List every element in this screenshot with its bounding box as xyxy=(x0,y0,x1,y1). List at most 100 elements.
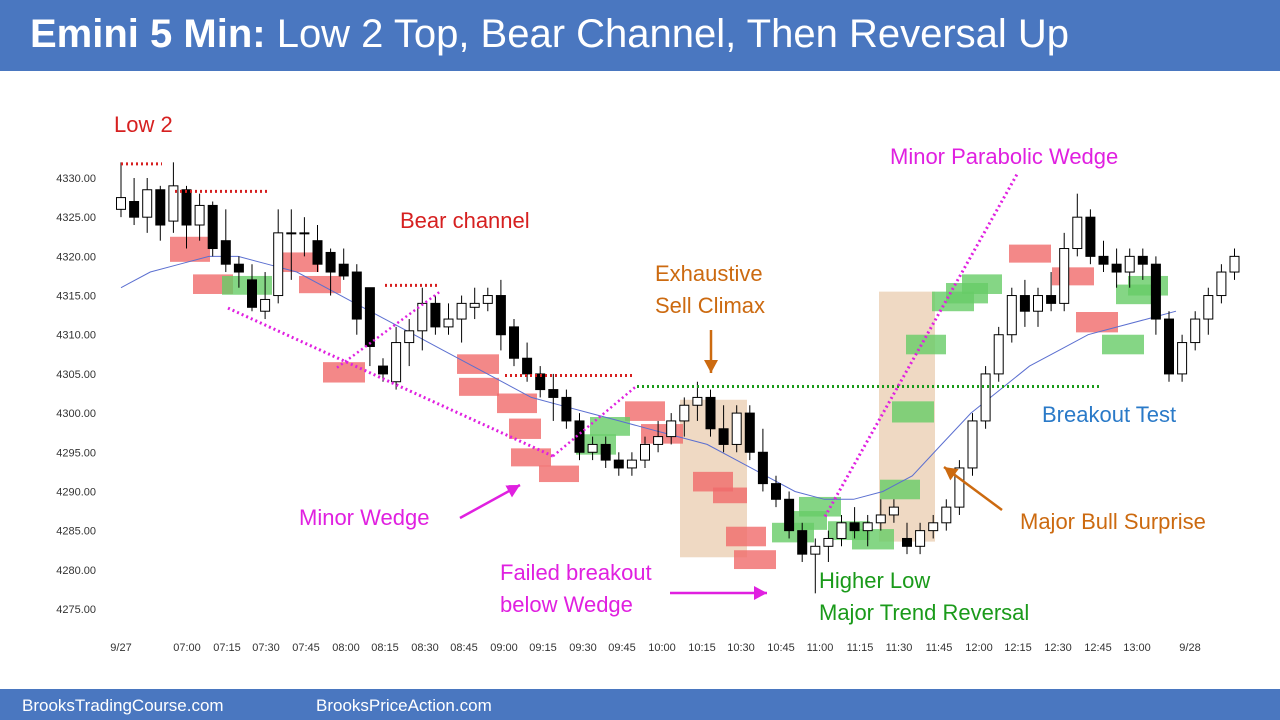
bull-signal-box xyxy=(962,274,1002,294)
bear-signal-box xyxy=(713,487,747,504)
candle-body xyxy=(1177,342,1188,375)
candle-body xyxy=(862,522,873,532)
candle-body xyxy=(220,240,231,265)
candle-body xyxy=(194,204,205,226)
candle-body xyxy=(1203,295,1214,320)
y-tick-label: 4310.00 xyxy=(56,330,96,342)
candle-body xyxy=(1059,248,1070,304)
bull-signal-box xyxy=(892,401,934,423)
candle-body xyxy=(351,271,362,320)
candle-body xyxy=(666,420,677,438)
candle-body xyxy=(338,263,349,277)
candle-body xyxy=(364,287,375,347)
bear-signal-box xyxy=(497,393,537,414)
x-tick-label: 07:15 xyxy=(213,642,241,654)
y-tick-label: 4330.00 xyxy=(56,173,96,185)
candle-body xyxy=(142,189,153,218)
footer-link-brookstradingcourse[interactable]: BrooksTradingCourse.com xyxy=(22,696,224,715)
candle-body xyxy=(902,537,912,547)
bear-signal-box xyxy=(1076,312,1118,333)
bull-signal-box xyxy=(590,417,630,436)
title-bar: Emini 5 Min: Low 2 Top, Bear Channel, Th… xyxy=(0,0,1280,71)
x-tick-label: 07:45 xyxy=(292,642,320,654)
bear-channel-label: Bear channel xyxy=(400,208,530,233)
major-bull-surprise-label: Major Bull Surprise xyxy=(1020,509,1206,534)
minor-parabolic-wedge-label: Minor Parabolic Wedge xyxy=(890,144,1119,169)
bear-signal-box xyxy=(726,526,766,547)
bear-signal-box xyxy=(734,550,776,570)
bear-signal-box xyxy=(459,377,499,396)
title-bold: Emini 5 Min: xyxy=(30,12,266,56)
candle-body xyxy=(312,240,323,265)
candle-body xyxy=(849,522,860,532)
candle-body xyxy=(247,279,257,308)
title-rest: Low 2 Top, Bear Channel, Then Reversal U… xyxy=(265,12,1070,56)
candle-body xyxy=(482,295,493,304)
candle-body xyxy=(116,197,126,210)
candle-body xyxy=(1150,263,1161,320)
x-tick-label: 08:30 xyxy=(411,642,439,654)
x-tick-label: 09:45 xyxy=(608,642,636,654)
candle-body xyxy=(495,295,506,336)
minor-wedge-label: Minor Wedge xyxy=(299,505,430,530)
bear-signal-box xyxy=(323,362,365,383)
candle-body xyxy=(784,498,795,532)
candle-body xyxy=(626,459,637,469)
x-tick-label: 10:45 xyxy=(767,642,795,654)
candle-body xyxy=(181,189,192,226)
candle-body xyxy=(967,420,978,469)
candle-body xyxy=(771,483,781,500)
arrow-head xyxy=(944,467,959,481)
bull-signal-box xyxy=(1128,275,1168,296)
axis-layer: 4330.00 4325.00 4320.00 4315.00 4310.00 4305.… xyxy=(56,173,1200,654)
candle-body xyxy=(1085,216,1096,257)
candle-body xyxy=(993,334,1004,375)
candle-body xyxy=(797,530,808,555)
candle-body xyxy=(640,443,650,461)
candle-body xyxy=(653,436,664,445)
candle-body xyxy=(299,232,310,235)
arrow-head xyxy=(505,485,520,498)
footer-bar: BrooksTradingCourse.com BrooksPriceActio… xyxy=(0,689,1280,720)
arrow-head xyxy=(704,360,718,373)
x-tick-label: 12:45 xyxy=(1084,642,1112,654)
candle-body xyxy=(1033,295,1043,312)
y-tick-label: 4280.00 xyxy=(56,565,96,577)
candle-body xyxy=(1190,318,1201,344)
dotted-line xyxy=(336,290,441,369)
candle-body xyxy=(1216,271,1227,297)
candle-body xyxy=(718,428,729,445)
candle-body xyxy=(810,545,821,555)
candle-layer xyxy=(116,162,1240,594)
candle-body xyxy=(928,522,939,532)
bull-signal-box xyxy=(906,334,946,355)
failed-breakout-label: Failed breakout xyxy=(500,560,652,585)
sell-climax-label: Sell Climax xyxy=(655,293,766,318)
x-tick-label: 10:30 xyxy=(727,642,755,654)
bear-signal-box xyxy=(511,448,551,467)
x-tick-label: 10:15 xyxy=(688,642,716,654)
y-tick-label: 4325.00 xyxy=(56,212,96,224)
candle-body xyxy=(1229,255,1240,273)
higher-low-label: Higher Low xyxy=(819,568,931,593)
candle-body xyxy=(469,302,480,308)
y-tick-label: 4305.00 xyxy=(56,369,96,381)
candle-body xyxy=(679,404,690,422)
candle-body xyxy=(888,506,899,516)
bear-signal-box xyxy=(625,401,665,421)
x-tick-label: 09:00 xyxy=(490,642,518,654)
bear-signal-box xyxy=(1009,244,1051,263)
ema-line xyxy=(120,255,1177,500)
candle-body xyxy=(207,204,218,250)
candle-body xyxy=(954,467,965,508)
bull-signal-box xyxy=(1102,334,1144,355)
candle-body xyxy=(1006,295,1017,336)
bear-signal-box xyxy=(1052,267,1094,286)
x-tick-label: 08:00 xyxy=(332,642,360,654)
candle-body xyxy=(1098,255,1109,265)
bear-signal-box xyxy=(457,354,499,374)
footer-link-brookspriceaction[interactable]: BrooksPriceAction.com xyxy=(316,696,492,715)
y-tick-label: 4275.00 xyxy=(56,604,96,616)
x-tick-label: 08:45 xyxy=(450,642,478,654)
candle-body xyxy=(836,522,847,539)
